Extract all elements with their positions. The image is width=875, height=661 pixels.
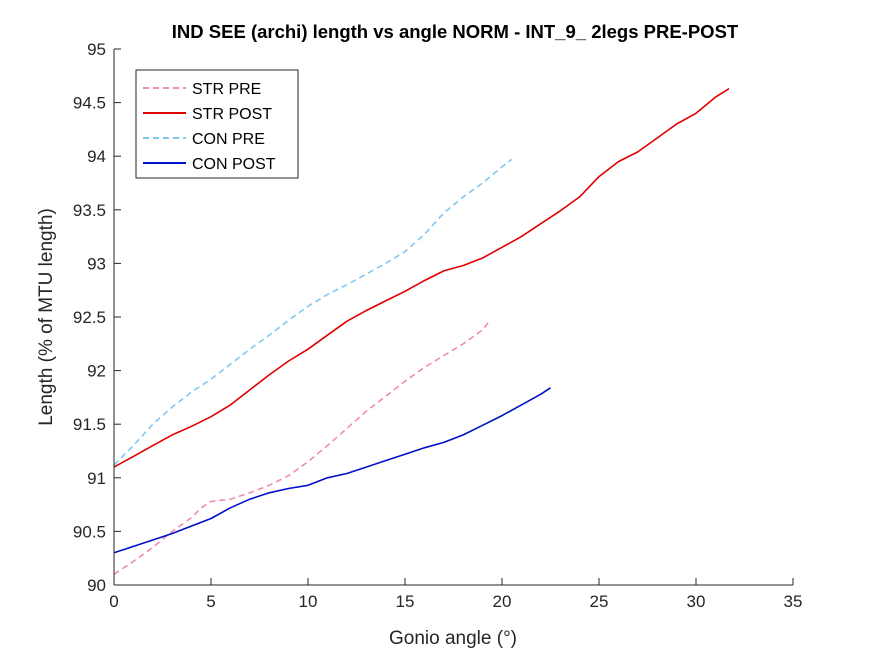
series-line-4 (113, 387, 551, 554)
x-tick-label: 25 (590, 592, 609, 611)
y-tick-label: 90.5 (73, 522, 106, 541)
y-tick-label: 90 (87, 576, 106, 595)
series-line-1 (113, 321, 490, 575)
x-tick-label: 15 (396, 592, 415, 611)
legend: STR PRE STR POST CON PRE CON POST (135, 69, 299, 179)
series-line-3 (113, 158, 513, 466)
legend-entries: STR PRE STR POST CON PRE CON POST (143, 81, 276, 173)
x-tick-label: 0 (109, 592, 118, 611)
chart-title: IND SEE (archi) length vs angle NORM - I… (172, 21, 739, 42)
legend-label-2: STR POST (192, 106, 272, 123)
x-tick-label: 10 (299, 592, 318, 611)
y-tick-label: 94.5 (73, 94, 106, 113)
series-line-2 (113, 88, 730, 468)
y-tick-label: 91.5 (73, 415, 106, 434)
ticks-layer: 0 5 10 15 20 25 30 35 90 90.5 91 91.5 92 92.5 93 93.5 94… (73, 40, 803, 611)
y-tick-label: 93 (87, 254, 106, 273)
x-tick-label: 35 (784, 592, 803, 611)
x-axis-label: Gonio angle (°) (389, 628, 517, 649)
y-tick-label: 92.5 (73, 308, 106, 327)
y-tick-label: 93.5 (73, 201, 106, 220)
legend-label-4: CON POST (192, 156, 276, 173)
legend-label-3: CON PRE (192, 131, 265, 148)
y-tick-label: 92 (87, 362, 106, 381)
y-tick-label: 94 (87, 147, 106, 166)
series-layer (113, 88, 730, 575)
y-tick-label: 91 (87, 469, 106, 488)
x-tick-label: 5 (206, 592, 215, 611)
x-tick-label: 30 (687, 592, 706, 611)
x-tick-label: 20 (493, 592, 512, 611)
legend-label-1: STR PRE (192, 81, 261, 98)
y-axis-label: Length (% of MTU length) (36, 208, 57, 426)
y-tick-label: 95 (87, 40, 106, 59)
